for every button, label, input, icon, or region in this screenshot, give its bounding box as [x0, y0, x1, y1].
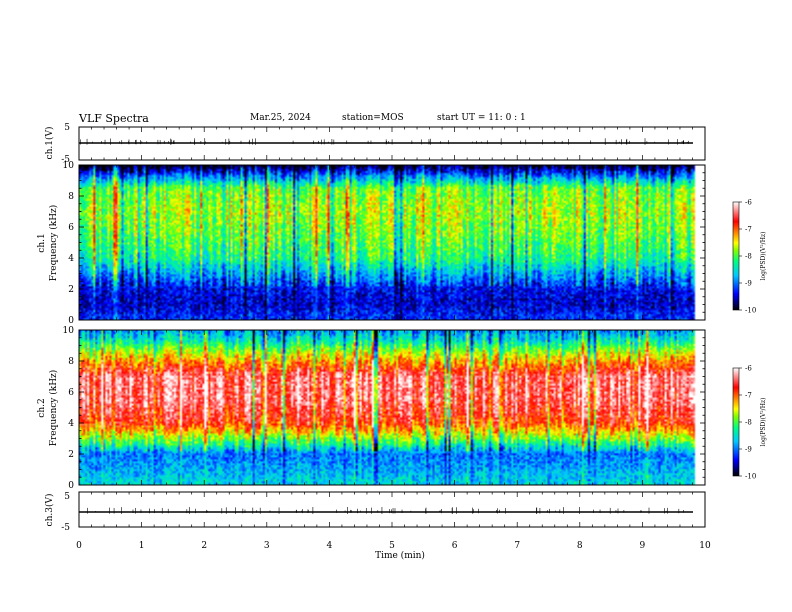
x-tick-label: 10 [699, 541, 711, 551]
ch2-ytick-label: 4 [68, 419, 74, 429]
ch2-spec-ylabel-line2: Frequency (kHz) [48, 370, 59, 447]
ch1-spectrogram-yticks: 0 2 4 6 8 10 [63, 161, 705, 326]
ch1-ytick-label: 0 [68, 316, 74, 326]
ch1-colorbar-gradient [732, 201, 740, 311]
ch1-colorbar-tick-label: -9 [745, 280, 752, 288]
ch1-colorbar: -6 -7 -8 -9 -10 log(PSD)(V²/Hz) [732, 199, 767, 315]
x-tick-label: 6 [452, 541, 458, 551]
x-axis-label: Time (min) [375, 550, 425, 561]
ch2-colorbar-label: log(PSD)(V²/Hz) [760, 398, 767, 447]
x-tick-label: 5 [389, 541, 395, 551]
ch1-colorbar-tick-label: -6 [745, 199, 752, 207]
ch1-ytick-label: 8 [68, 192, 74, 202]
ch3-waveform-panel: 5 -5 ch.3(V) [44, 491, 706, 533]
ch2-ytick-label: 8 [68, 357, 74, 367]
x-tick-label: 1 [139, 541, 145, 551]
ch1-wave-ylabel: ch.1(V) [44, 127, 55, 160]
ch2-ytick-label: 10 [63, 326, 75, 336]
ch1-colorbar-tick-label: -8 [745, 253, 752, 261]
x-tick-label: 3 [264, 541, 270, 551]
ch1-ytick-label: 4 [68, 254, 74, 264]
ch1-spectrogram-image [79, 165, 705, 320]
ch3-waveform-frame [78, 491, 706, 528]
ch2-colorbar-tick-label: -7 [745, 392, 752, 400]
ch1-wave-ytick-bottom: -5 [61, 155, 70, 165]
ch1-wave-ytick-top: 5 [64, 123, 70, 133]
ch2-ytick-label: 6 [68, 388, 74, 398]
start-ut-label: start UT = 11: 0 : 1 [437, 113, 526, 123]
ch1-colorbar-tick-label: -7 [745, 226, 752, 234]
station-label: station=MOS [342, 113, 404, 123]
ch2-colorbar-tick-label: -9 [745, 446, 752, 454]
ch1-spectrogram-panel: 0 2 4 6 8 10 ch.1 Frequency (kHz) [37, 161, 706, 326]
ch2-ytick-label: 0 [68, 481, 74, 491]
ch3-wave-ylabel: ch.3(V) [44, 494, 55, 527]
ch3-wave-ytick-bottom: -5 [61, 523, 70, 533]
ch2-colorbar-tick-label: -8 [745, 419, 752, 427]
x-tick-label: 9 [640, 541, 646, 551]
ch3-wave-ytick-top: 5 [64, 492, 70, 502]
x-axis-ticks: 0 1 2 3 4 5 6 7 8 9 10 [76, 127, 711, 551]
ch2-spectrogram-yticks: 0 2 4 6 8 10 [63, 326, 705, 491]
x-tick-label: 7 [514, 541, 520, 551]
ch2-colorbar-ticks: -6 -7 -8 -9 -10 [739, 365, 756, 481]
chart-title: VLF Spectra [79, 112, 149, 125]
ch1-colorbar-ticks: -6 -7 -8 -9 -10 [739, 199, 756, 315]
ch2-spectrogram-image [79, 330, 705, 485]
ch1-colorbar-tick-label: -10 [745, 307, 756, 315]
ch2-spectrogram-raster [79, 330, 705, 485]
ch2-ytick-label: 2 [68, 450, 74, 460]
ch1-spec-ylabel-line1: ch.1 [37, 233, 47, 252]
ch2-colorbar-gradient [732, 367, 740, 477]
x-tick-label: 0 [76, 541, 82, 551]
x-tick-label: 2 [201, 541, 207, 551]
ch1-spec-ylabel-line2: Frequency (kHz) [48, 205, 59, 282]
ch2-spec-ylabel-line1: ch.2 [37, 398, 47, 417]
ch1-waveform-panel: 5 -5 ch.1(V) [44, 123, 706, 165]
ch1-ytick-label: 10 [63, 161, 75, 171]
ch1-colorbar-label: log(PSD)(V²/Hz) [760, 232, 767, 281]
ch3-waveform-spikes [87, 507, 684, 514]
ch2-colorbar-tick-label: -6 [745, 365, 752, 373]
ch2-colorbar-tick-label: -10 [745, 473, 756, 481]
ch2-spectrogram-panel: 0 2 4 6 8 10 ch.2 Frequency (kHz) [37, 326, 706, 491]
date-label: Mar.25, 2024 [250, 113, 311, 123]
ch1-ytick-label: 2 [68, 285, 74, 295]
ch1-spectrogram-raster [79, 165, 705, 320]
x-tick-label: 8 [577, 541, 583, 551]
ch2-colorbar: -6 -7 -8 -9 -10 log(PSD)(V²/Hz) [732, 365, 767, 481]
ch1-waveform-spikes [80, 138, 689, 145]
x-tick-label: 4 [327, 541, 333, 551]
ch1-ytick-label: 6 [68, 223, 74, 233]
